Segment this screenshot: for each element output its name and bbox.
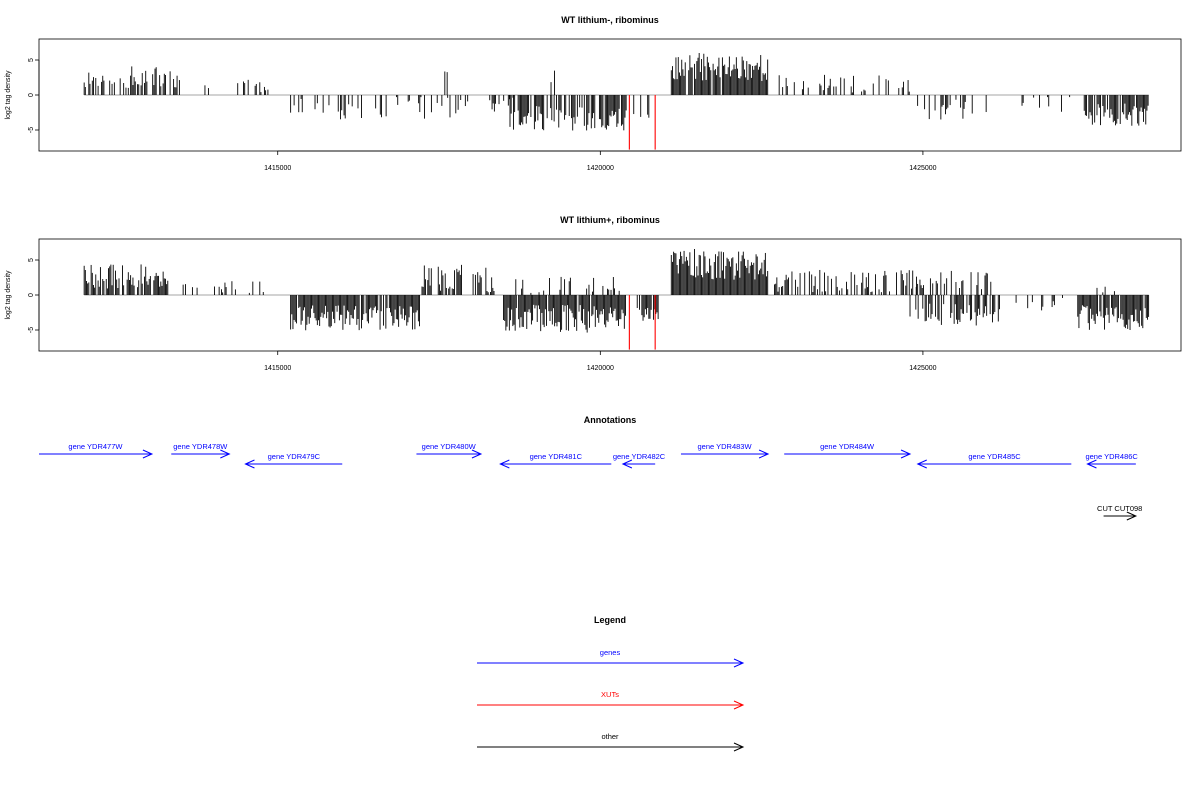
feature-gene-ydr484w: gene YDR484W <box>784 442 912 459</box>
feature-arrow <box>244 459 343 469</box>
arrow-head <box>244 459 255 469</box>
x-tick-label: 1425000 <box>909 165 936 172</box>
feature-label: gene YDR478W <box>173 442 228 451</box>
feature-label: gene YDR485C <box>968 452 1021 461</box>
arrow-head <box>733 742 745 752</box>
y-tick-label: 5 <box>28 258 35 262</box>
arrow-head <box>1126 511 1138 521</box>
legend-arrow <box>477 700 745 710</box>
feature-gene-ydr478w: gene YDR478W <box>171 442 231 459</box>
feature-gene-ydr486c: gene YDR486C <box>1085 452 1138 469</box>
arrow-head <box>499 459 510 469</box>
legend: Legend genes XUTs other <box>477 615 745 752</box>
feature-label: gene YDR480W <box>422 442 477 451</box>
x-tick-label: 1420000 <box>587 165 614 172</box>
feature-label: CUT CUT098 <box>1097 504 1142 513</box>
feature-arrow <box>1086 459 1136 469</box>
legend-arrow <box>477 742 745 752</box>
data-bars <box>83 53 1149 131</box>
x-tick-label: 1420000 <box>587 365 614 372</box>
legend-label: XUTs <box>601 690 619 699</box>
feature-label: gene YDR483W <box>697 442 752 451</box>
feature-gene-ydr480w: gene YDR480W <box>416 442 483 459</box>
y-axis: -5 0 5 log2 tag density <box>5 258 40 333</box>
y-axis-label: log2 tag density <box>5 270 12 320</box>
legend-item-xuts: XUTs <box>477 690 745 710</box>
legend-title: Legend <box>594 615 626 625</box>
feature-gene-ydr483w: gene YDR483W <box>680 442 770 459</box>
feature-gene-ydr485c: gene YDR485C <box>916 452 1072 469</box>
feature-gene-ydr482c: gene YDR482C <box>613 452 666 469</box>
feature-arrow <box>39 449 154 459</box>
y-axis: -5 0 5 log2 tag density <box>5 58 40 133</box>
x-tick-label: 1425000 <box>909 365 936 372</box>
legend-label: genes <box>600 648 621 657</box>
arrow-head <box>621 459 633 469</box>
feature-arrow <box>621 459 656 469</box>
legend-label: other <box>601 732 619 741</box>
arrow-head <box>758 449 770 459</box>
arrow-head <box>142 449 154 459</box>
annotations-title: Annotations <box>584 415 637 425</box>
data-bars <box>83 249 1150 333</box>
y-tick-label: 0 <box>28 293 35 297</box>
legend-arrow <box>477 658 745 668</box>
feature-gene-ydr481c: gene YDR481C <box>499 452 612 469</box>
track-panel-lithium-minus: WT lithium-, ribominus -5 0 5 log2 tag densi… <box>5 15 1182 172</box>
legend-item-other: other <box>477 732 745 752</box>
arrow-head <box>900 449 912 459</box>
arrow-head <box>1086 459 1097 469</box>
x-tick-label: 1415000 <box>264 365 291 372</box>
x-tick-label: 1415000 <box>264 165 291 172</box>
feature-label: gene YDR481C <box>530 452 583 461</box>
feature-arrow <box>416 449 483 459</box>
y-tick-label: 0 <box>28 93 35 97</box>
feature-label: gene YDR477W <box>68 442 123 451</box>
panel-title: WT lithium+, ribominus <box>560 215 660 225</box>
x-axis: 1415000 1420000 1425000 <box>264 350 937 372</box>
arrow-head <box>733 700 745 710</box>
feature-gene-ydr477w: gene YDR477W <box>39 442 154 459</box>
track-panel-lithium-plus: WT lithium+, ribominus -5 0 5 log2 tag densi… <box>5 215 1182 372</box>
arrow-head <box>471 449 483 459</box>
legend-item-genes: genes <box>477 648 745 668</box>
feature-label: gene YDR482C <box>613 452 666 461</box>
arrow-head <box>733 658 745 668</box>
arrow-head <box>220 449 231 459</box>
feature-arrow <box>499 459 612 469</box>
y-tick-label: -5 <box>28 327 35 333</box>
annotation-track: Annotations gene YDR477W gene YDR478W gene… <box>39 415 1142 521</box>
feature-arrow <box>916 459 1072 469</box>
feature-gene-ydr479c: gene YDR479C <box>244 452 343 469</box>
feature-cut-cut098: CUT CUT098 <box>1097 504 1142 521</box>
feature-label: gene YDR486C <box>1085 452 1138 461</box>
x-axis: 1415000 1420000 1425000 <box>264 150 937 172</box>
arrow-head <box>916 459 927 469</box>
y-axis-label: log2 tag density <box>5 70 12 120</box>
panel-title: WT lithium-, ribominus <box>561 15 659 25</box>
feature-arrow <box>171 449 231 459</box>
feature-arrow <box>1103 511 1138 521</box>
feature-arrow <box>680 449 770 459</box>
feature-label: gene YDR484W <box>820 442 875 451</box>
y-tick-label: 5 <box>28 58 35 62</box>
y-tick-label: -5 <box>28 127 35 133</box>
feature-arrow <box>784 449 912 459</box>
feature-label: gene YDR479C <box>268 452 321 461</box>
